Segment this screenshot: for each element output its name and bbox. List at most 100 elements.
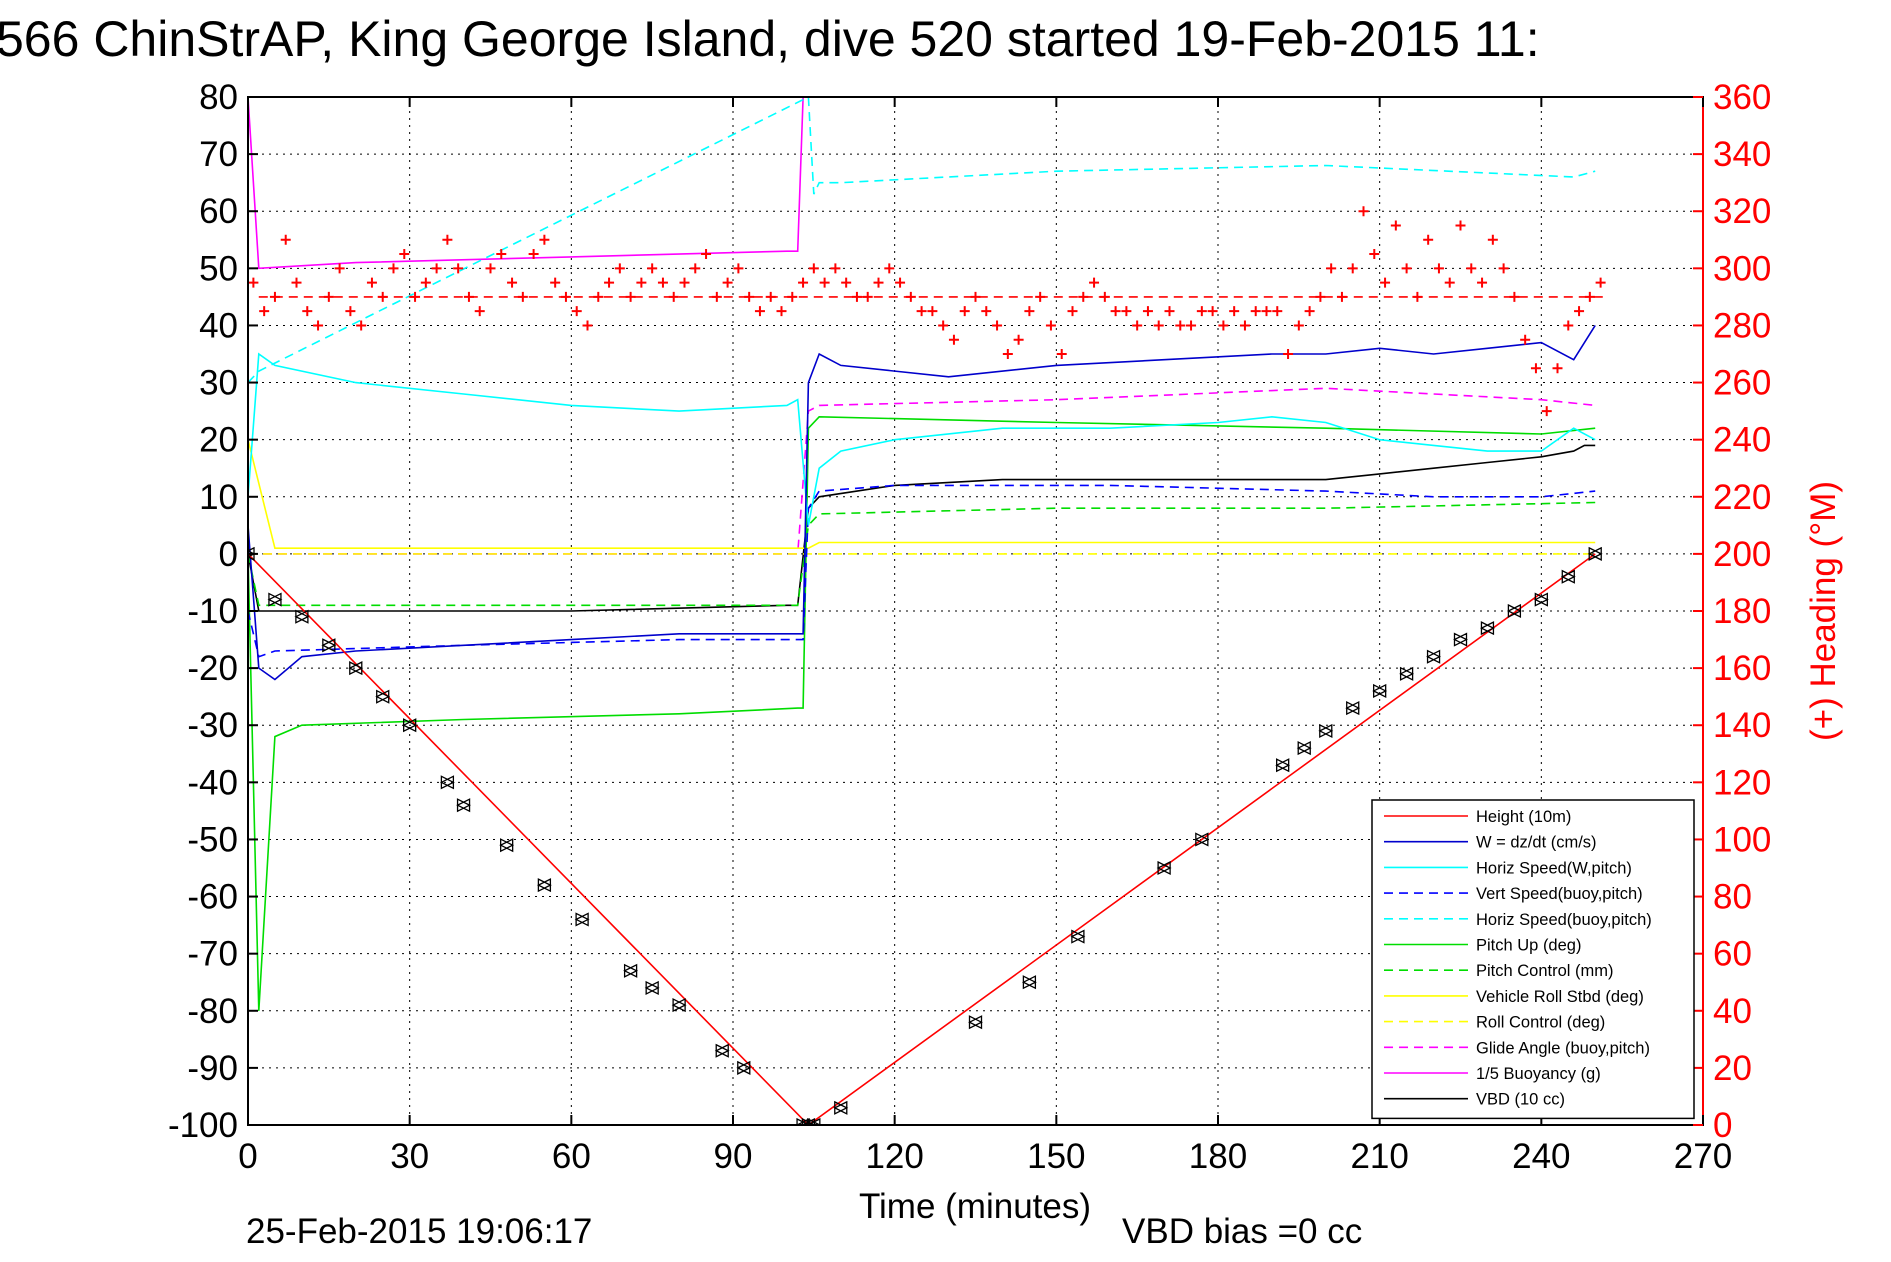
y-tick-label: -70 [187,935,238,974]
heading-marker [1455,220,1466,231]
heading-marker [625,291,636,302]
chart-title: 566 ChinStrAP, King George Island, dive … [0,11,1540,67]
heading-marker [560,291,571,302]
y2-tick-label: 340 [1713,135,1771,174]
y2-tick-label: 140 [1713,706,1771,745]
heading-marker [1261,306,1272,317]
heading-marker [1142,306,1153,317]
heading-marker [593,291,604,302]
depth-marker [1318,723,1334,738]
heading-marker [485,263,496,274]
heading-marker [862,291,873,302]
heading-marker [1509,291,1520,302]
heading-marker [787,291,798,302]
heading-marker [1045,320,1056,331]
heading-marker [873,277,884,288]
x-axis-ticks: 0 30 60 90 120 150 180 210 240 270 [238,97,1732,1176]
depth-marker [574,912,590,927]
y2-tick-label: 80 [1713,878,1752,917]
y-tick-label: -20 [187,649,238,688]
y2-axis-ticks: 3603403203002802602402202001801601401201… [1693,78,1771,1145]
y-tick-label: 10 [199,478,238,517]
depth-marker [806,1117,822,1125]
depth-marker [1560,569,1576,584]
heading-marker [1444,277,1455,288]
x-tick-label: 270 [1674,1137,1732,1176]
heading-marker [1164,306,1175,317]
heading-marker [819,277,830,288]
series-line-vbd-10-cc [248,444,1596,612]
x-tick-label: 150 [1027,1137,1085,1176]
heading-marker [1584,291,1595,302]
legend: Height (10m) W = dz/dt (cm/s) Horiz Speed(… [1371,799,1695,1120]
heading-marker [927,306,938,317]
heading-marker [582,320,593,331]
y2-tick-label: 220 [1713,478,1771,517]
heading-marker [496,249,507,260]
heading-marker [334,263,345,274]
y-tick-label: -10 [187,592,238,631]
series-line-w-dz-dt-cm-s [248,324,1596,681]
heading-marker [1412,291,1423,302]
heading-marker [970,291,981,302]
heading-marker [808,263,819,274]
heading-marker [1229,306,1240,317]
heading-marker [1153,320,1164,331]
y2-tick-label: 120 [1713,763,1771,802]
heading-marker [614,263,625,274]
heading-marker [1110,306,1121,317]
x-tick-label: 0 [238,1137,257,1176]
heading-marker [722,277,733,288]
depth-marker [294,609,310,624]
heading-marker [1595,277,1606,288]
depth-marker [1479,621,1495,636]
series-line-pitch-control-mm [248,501,1596,607]
legend-label: Vert Speed(buoy,pitch) [1476,885,1643,903]
footer-bias: VBD bias =0 cc [1122,1212,1362,1251]
heading-marker [992,320,1003,331]
depth-marker [1372,683,1388,699]
y2-tick-label: 260 [1713,364,1771,403]
depth-marker [1453,632,1468,647]
x-tick-label: 240 [1512,1137,1570,1176]
heading-marker [442,234,453,245]
heading-marker [830,263,841,274]
heading-marker [1196,306,1207,317]
heading-marker [604,277,615,288]
heading-marker [636,277,647,288]
y-tick-label: -30 [187,706,238,745]
depth-marker [1156,860,1172,876]
y2-tick-label: 200 [1713,535,1771,574]
depth-marker [1345,701,1361,716]
legend-label: Pitch Up (deg) [1476,937,1581,955]
series-line-1-5-buoyancy-g [248,97,804,270]
series-line-horiz-speed-buoy-pitch [248,97,1596,384]
footer-timestamp: 25-Feb-2015 19:06:17 [246,1212,592,1251]
heading-marker [1013,334,1024,345]
y2-tick-label: 180 [1713,592,1771,631]
depth-marker [402,718,418,733]
heading-marker [1401,263,1412,274]
heading-marker [981,306,992,317]
depth-marker [1275,758,1291,773]
heading-marker [1024,306,1035,317]
heading-marker [1218,320,1229,331]
y2-tick-label: 40 [1713,992,1752,1031]
x-axis-label: Time (minutes) [859,1187,1091,1226]
y2-tick-label: 280 [1713,306,1771,345]
heading-marker [1089,277,1100,288]
y2-tick-label: 0 [1713,1106,1732,1145]
depth-marker [671,998,687,1013]
heading-marker [1347,263,1358,274]
depth-marker [536,878,552,893]
heading-marker [1121,306,1132,317]
y2-tick-label: 240 [1713,421,1771,460]
heading-marker [571,306,582,317]
heading-marker [1487,234,1498,245]
data-layer [248,97,1606,1125]
depth-marker [1506,603,1522,619]
heading-marker [679,277,690,288]
depth-marker [499,838,515,853]
heading-marker [345,306,356,317]
y-tick-label: -90 [187,1049,238,1088]
